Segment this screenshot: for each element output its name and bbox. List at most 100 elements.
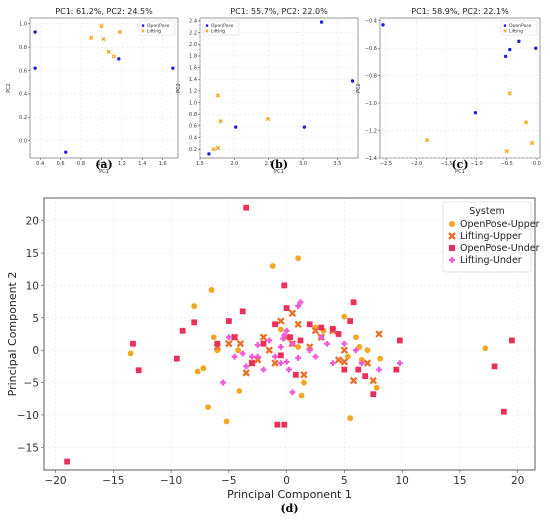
data-point	[311, 327, 320, 335]
x-tick-label: −1.0	[471, 161, 483, 167]
data-point	[369, 376, 377, 385]
data-point	[99, 23, 104, 29]
data-point	[302, 125, 307, 129]
series-openpose	[207, 20, 355, 156]
panel-label: (b)	[270, 158, 288, 171]
y-tick-label: 0.4	[189, 135, 197, 141]
data-point	[295, 355, 302, 361]
panel-c: −2.5 −2.0 −1.5 −1.0 −0.5 0.0 −1.4 −1.2 −1.0 −0.8 −…	[356, 7, 541, 175]
data-point	[231, 334, 238, 341]
data-point	[173, 355, 180, 362]
legend-entry: Lifting-Under	[460, 255, 522, 266]
data-point	[205, 404, 211, 411]
y-tick-label: 0.2	[19, 115, 27, 121]
data-point	[64, 150, 68, 154]
data-point	[297, 299, 304, 306]
x-tick-label: −1.5	[440, 161, 452, 167]
data-point	[254, 356, 262, 364]
x-tick-label: −2.0	[410, 161, 422, 167]
data-point	[356, 344, 363, 350]
y-tick-label: 10	[26, 280, 39, 292]
x-tick-label: 0.8	[77, 161, 85, 167]
y-tick-label: 1.2	[189, 89, 197, 95]
x-tick-label: 0.6	[57, 161, 65, 167]
data-point	[254, 342, 261, 348]
data-point	[265, 346, 274, 354]
panel-label: (a)	[95, 158, 113, 171]
data-point	[242, 369, 250, 377]
y-tick-label: −5	[24, 378, 39, 390]
data-point	[223, 418, 230, 425]
data-point	[236, 388, 243, 394]
data-point	[89, 35, 94, 41]
data-point	[231, 353, 238, 360]
data-point	[236, 339, 245, 348]
data-point	[358, 357, 365, 363]
data-point	[350, 299, 357, 306]
legend-marker	[449, 221, 455, 227]
legend-title: System	[469, 206, 504, 217]
data-point	[305, 343, 314, 351]
data-point	[500, 408, 507, 415]
series-openpose	[381, 23, 538, 115]
data-point	[370, 391, 377, 398]
legend-entry: OpenPose	[147, 23, 170, 29]
data-point	[127, 350, 134, 357]
data-point	[335, 331, 342, 337]
data-point	[117, 57, 121, 61]
data-point	[473, 111, 478, 115]
data-point	[396, 360, 403, 367]
data-point	[375, 330, 383, 338]
x-tick-label: −10	[160, 475, 182, 487]
data-point	[208, 287, 215, 293]
x-axis-label: Principal Component 1	[227, 488, 352, 501]
data-point	[254, 353, 261, 360]
data-point	[504, 148, 509, 154]
data-point	[295, 255, 302, 262]
data-point	[277, 317, 285, 325]
legend-entry: OpenPose	[509, 23, 532, 29]
plot-area	[29, 17, 179, 159]
data-point	[260, 340, 267, 347]
y-axis-label: PC2	[176, 83, 182, 93]
y-tick-label: −1.2	[365, 128, 377, 134]
data-point	[200, 365, 207, 372]
data-point	[350, 79, 355, 83]
legend-marker	[205, 29, 209, 33]
data-point	[225, 318, 232, 324]
y-tick-label: −15	[17, 442, 39, 454]
data-point	[396, 337, 403, 344]
legend-marker	[141, 24, 145, 27]
x-axis-label: PC1	[99, 169, 109, 175]
data-point	[318, 324, 325, 331]
data-point	[281, 421, 288, 428]
y-tick-label: 1.0	[189, 100, 197, 106]
x-tick-label: 3.5	[333, 161, 341, 167]
series-openpose-upper	[127, 255, 489, 425]
panel-label: (c)	[451, 158, 468, 171]
data-point	[534, 46, 538, 50]
data-point	[289, 340, 296, 347]
data-point	[340, 358, 349, 366]
data-point	[312, 353, 319, 360]
data-point	[529, 140, 535, 146]
data-point	[260, 366, 267, 373]
x-tick-label: 2.5	[265, 161, 273, 167]
data-point	[234, 125, 238, 129]
chart-title: PC1: 58.9%, PC2: 22.1%	[411, 7, 509, 16]
legend-entry: Lifting	[211, 29, 225, 35]
data-point	[306, 347, 313, 354]
data-point	[482, 345, 489, 352]
data-point	[191, 319, 198, 326]
panel-b: 1.5 2.0 2.5 3.0 3.5 0.2 0.4 0.6 0.8 1.0 1.2 1.4 1.6 1…	[176, 7, 359, 175]
data-point	[358, 360, 365, 367]
data-point	[376, 366, 382, 373]
y-tick-label: 0.4	[19, 92, 27, 98]
data-point	[130, 340, 136, 347]
series-lifting-under	[220, 299, 403, 396]
data-point	[243, 363, 250, 370]
legend-box	[138, 20, 176, 36]
data-point	[517, 39, 521, 44]
